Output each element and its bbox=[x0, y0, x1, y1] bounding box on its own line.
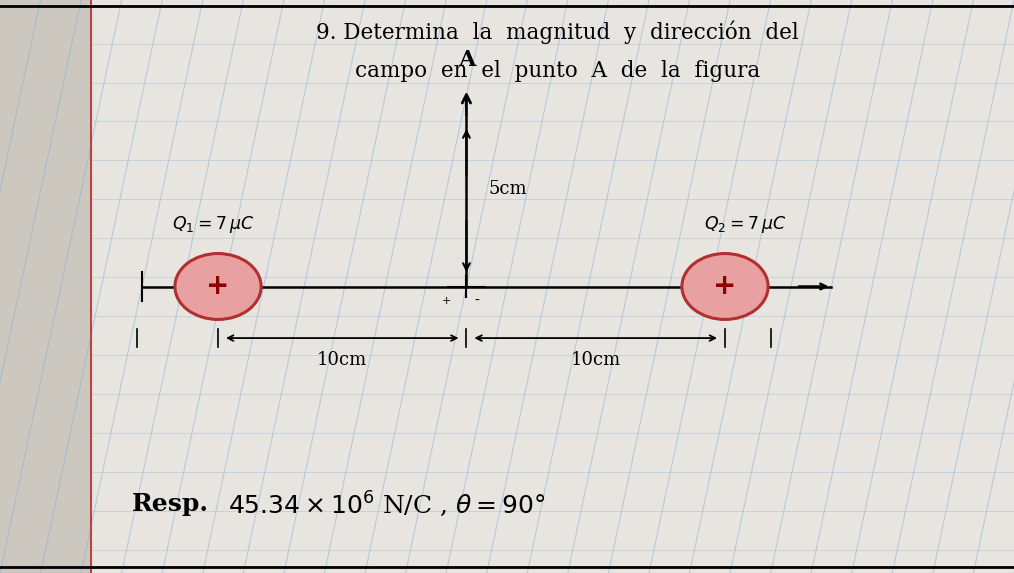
Ellipse shape bbox=[175, 253, 262, 320]
Text: +: + bbox=[441, 296, 451, 306]
Bar bbox=[0, 0, 91, 573]
Text: 10cm: 10cm bbox=[571, 351, 621, 368]
Text: +: + bbox=[713, 273, 737, 300]
Text: 5cm: 5cm bbox=[489, 180, 527, 198]
Text: $Q_1 = 7\,\mu C$: $Q_1 = 7\,\mu C$ bbox=[171, 214, 255, 235]
Text: campo  en  el  punto  A  de  la  figura: campo en el punto A de la figura bbox=[355, 60, 760, 82]
Text: -: - bbox=[475, 294, 479, 308]
Text: A: A bbox=[457, 49, 476, 71]
Text: Resp.: Resp. bbox=[132, 492, 209, 516]
Text: 10cm: 10cm bbox=[317, 351, 367, 368]
Text: 9. Determina  la  magnitud  y  dirección  del: 9. Determina la magnitud y dirección del bbox=[316, 20, 799, 44]
Text: $Q_2 = 7\,\mu C$: $Q_2 = 7\,\mu C$ bbox=[704, 214, 787, 235]
Ellipse shape bbox=[681, 253, 769, 320]
Text: $45.34 \times 10^6$ N/C , $\theta = 90°$: $45.34 \times 10^6$ N/C , $\theta = 90°$ bbox=[228, 489, 546, 519]
Text: +: + bbox=[206, 273, 230, 300]
